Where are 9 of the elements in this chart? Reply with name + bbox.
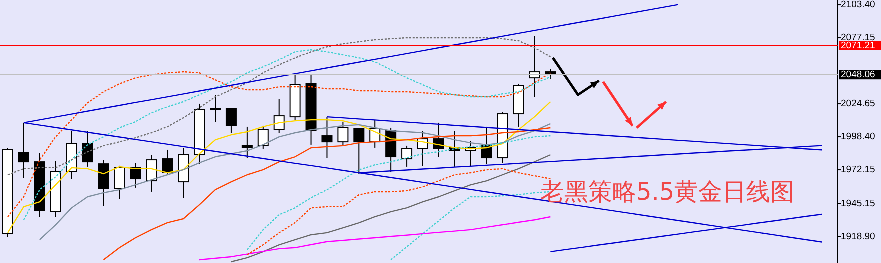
y-tick-label: 1945.15 [841,198,876,210]
text: 老黑策略5.5黄金日线图 [540,178,795,206]
y-tick-label: 1972.15 [841,164,876,176]
y-tick-label: 1998.40 [841,132,876,143]
y-tick-label: 2103.40 [841,0,876,11]
ref-line-label: 2048.06 [841,69,876,80]
y-tick-label: 2024.65 [841,98,876,110]
y-tick-label: 1918.90 [841,231,876,242]
ref-line-label: 2071.21 [841,40,876,52]
